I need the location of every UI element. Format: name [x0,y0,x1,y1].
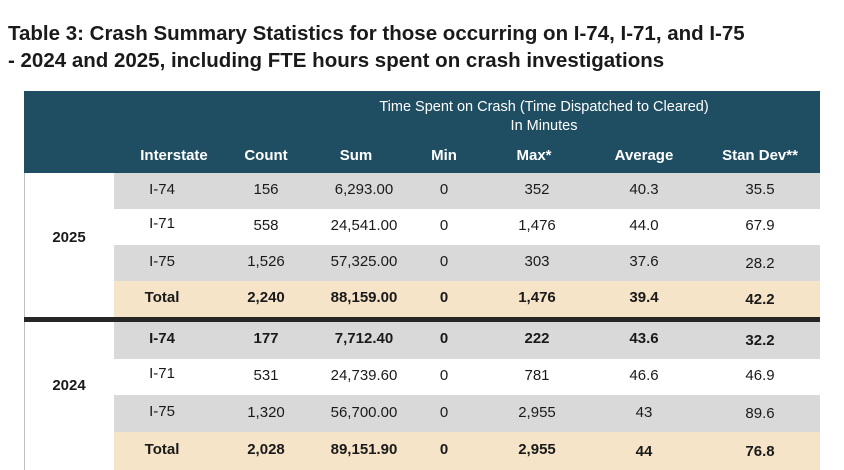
cell-average: 44.0 [629,217,659,234]
cell-max: 1,476 [518,217,556,234]
table-row: I-74 177 7,712.40 0 222 43.6 32.2 [114,322,820,359]
cell-min: 0 [439,253,449,270]
table-row-total: Total 2,028 89,151.90 0 2,955 44 76.8 [114,432,820,470]
table-row: I-75 1,526 57,325.00 0 303 37.6 28.2 [114,245,820,281]
table-row: I-71 531 24,739.60 0 781 46.6 46.9 [114,359,820,395]
cell-count: 177 [253,330,279,347]
cell-interstate: Total [144,441,180,458]
cell-sum: 7,712.40 [334,330,394,347]
cell-interstate: I-71 [149,215,175,232]
cell-count: 2,028 [247,441,285,458]
cell-sum: 56,700.00 [330,404,398,421]
cell-sum: 88,159.00 [330,289,398,306]
cell-interstate: I-74 [149,181,175,198]
cell-stdev: 42.2 [745,291,775,308]
cell-count: 2,240 [247,289,285,306]
cell-stdev: 46.9 [745,367,775,384]
cell-interstate: I-74 [149,330,175,347]
cell-count: 1,320 [247,404,285,421]
cell-count: 156 [253,181,279,198]
cell-interstate: I-75 [149,403,175,420]
cell-average: 40.3 [629,181,659,198]
table-title: Table 3: Crash Summary Statistics for th… [8,20,844,74]
cell-sum: 24,739.60 [330,367,398,384]
year-label-2025: 2025 [52,229,86,246]
crash-summary-table: Time Spent on Crash (Time Dispatched to … [24,91,820,470]
column-header-min: Min [431,147,457,164]
cell-count: 1,526 [247,253,285,270]
cell-average: 46.6 [629,367,659,384]
table-row: I-74 156 6,293.00 0 352 40.3 35.5 [114,173,820,209]
cell-max: 2,955 [518,441,556,458]
cell-sum: 6,293.00 [334,181,394,198]
cell-interstate: I-75 [149,253,175,270]
column-header-average: Average [614,147,674,164]
table-header: Time Spent on Crash (Time Dispatched to … [24,91,820,173]
cell-average: 44 [635,443,653,460]
cell-average: 39.4 [629,289,659,306]
row-group-rule-2024 [24,322,25,470]
column-header-stdev: Stan Dev** [722,147,798,164]
table-row: I-75 1,320 56,700.00 0 2,955 43 89.6 [114,395,820,432]
cell-stdev: 76.8 [745,443,775,460]
cell-average: 43.6 [629,330,659,347]
superheader-line-2: In Minutes [510,118,578,134]
cell-max: 781 [524,367,550,384]
time-spent-superheader: Time Spent on Crash (Time Dispatched to … [324,98,764,136]
title-line-2: - 2024 and 2025, including FTE hours spe… [8,49,665,72]
title-line-1: Table 3: Crash Summary Statistics for th… [8,22,745,45]
cell-min: 0 [439,181,449,198]
year-group-divider [24,317,820,322]
cell-average: 37.6 [629,253,659,270]
cell-sum: 89,151.90 [330,441,398,458]
column-header-sum: Sum [339,147,373,164]
cell-average: 43 [635,404,653,421]
cell-interstate: Total [144,289,180,306]
cell-max: 1,476 [518,289,556,306]
cell-count: 531 [253,367,279,384]
cell-max: 352 [524,181,550,198]
cell-sum: 24,541.00 [330,217,398,234]
cell-min: 0 [439,217,449,234]
cell-stdev: 32.2 [745,332,775,349]
cell-interstate: I-71 [149,365,175,382]
cell-stdev: 89.6 [745,405,775,422]
table-row-total: Total 2,240 88,159.00 0 1,476 39.4 42.2 [114,281,820,317]
column-header-count: Count [244,147,288,164]
cell-stdev: 67.9 [745,217,775,234]
cell-max: 303 [524,253,550,270]
cell-count: 558 [253,217,279,234]
cell-sum: 57,325.00 [330,253,398,270]
year-label-2024: 2024 [52,377,86,394]
cell-min: 0 [439,441,449,458]
cell-stdev: 28.2 [745,255,775,272]
superheader-line-1: Time Spent on Crash (Time Dispatched to … [379,99,709,115]
row-group-rule-2025 [24,173,25,317]
cell-min: 0 [439,289,449,306]
cell-stdev: 35.5 [745,181,775,198]
column-header-max: Max* [516,147,552,164]
cell-min: 0 [439,404,449,421]
column-header-interstate: Interstate [140,147,208,164]
cell-min: 0 [439,367,449,384]
cell-min: 0 [439,330,449,347]
cell-max: 2,955 [518,404,556,421]
table-row: I-71 558 24,541.00 0 1,476 44.0 67.9 [114,209,820,245]
cell-max: 222 [524,330,550,347]
